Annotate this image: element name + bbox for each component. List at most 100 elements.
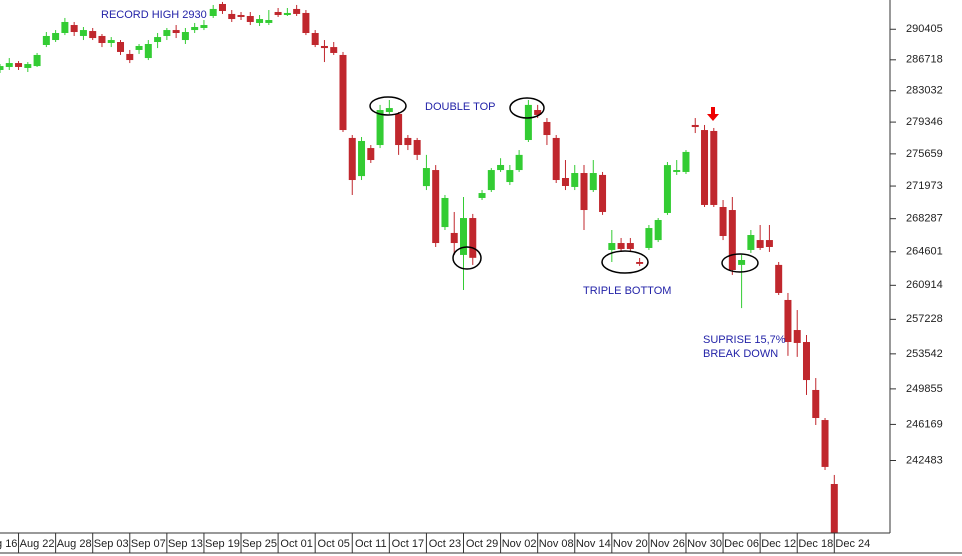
candle-body: [812, 389, 820, 419]
y-tick-label: 290405: [906, 23, 943, 35]
candle-body: [793, 330, 801, 343]
candle-body: [33, 54, 41, 67]
candle-body: [617, 243, 625, 249]
candle-body: [404, 137, 412, 146]
x-tick-label: Nov 14: [576, 538, 611, 550]
candle-body: [330, 47, 338, 53]
annotation: RECORD HIGH 2930: [101, 9, 207, 21]
y-tick-label: 283032: [906, 85, 943, 97]
x-tick-label: Sep 07: [131, 538, 166, 550]
candle-body: [24, 64, 32, 68]
candle-body: [432, 170, 440, 244]
candle-body: [228, 13, 236, 20]
candle-body: [70, 25, 78, 33]
candle-body: [311, 33, 319, 45]
candle-body: [765, 240, 773, 247]
candle-body: [561, 178, 569, 186]
x-tick-label: Dec 18: [798, 538, 833, 550]
candle-body: [154, 37, 162, 43]
candle-body: [756, 240, 764, 248]
candle-body: [339, 54, 347, 131]
candle-body: [98, 35, 106, 44]
candle-body: [469, 218, 477, 258]
candle-body: [738, 260, 746, 265]
candle-body: [144, 43, 152, 59]
candle-body: [450, 232, 458, 244]
candle-body: [441, 197, 449, 228]
candle-body: [478, 193, 486, 198]
candle-body: [126, 53, 134, 61]
y-tick-label: 271973: [906, 180, 943, 192]
y-tick-label: 260914: [906, 279, 943, 291]
candle-body: [802, 342, 810, 381]
candle-body: [710, 130, 718, 205]
candle-body: [358, 140, 366, 177]
candle-body: [691, 124, 699, 128]
candle-body: [626, 243, 634, 249]
x-tick-label: Sep 13: [168, 538, 203, 550]
candle-body: [534, 110, 542, 115]
x-tick-label: Nov 08: [539, 538, 574, 550]
candle-body: [830, 484, 838, 533]
x-tick-label: Oct 17: [392, 538, 424, 550]
candle-body: [701, 130, 709, 205]
candle-body: [747, 235, 755, 250]
y-tick-label: 257228: [906, 313, 943, 325]
candle-body: [283, 12, 291, 16]
candle-body: [524, 104, 532, 141]
arrow-shaft: [711, 107, 715, 115]
candle-body: [209, 8, 217, 16]
y-tick-label: 279346: [906, 116, 943, 128]
x-tick-label: Sep 25: [242, 538, 277, 550]
candle-body: [645, 228, 653, 248]
candle-body: [172, 30, 180, 34]
y-tick-label: 286718: [906, 54, 943, 66]
x-tick-label: Nov 20: [613, 538, 648, 550]
candle-body: [191, 26, 199, 31]
arrow-head: [707, 114, 719, 121]
x-tick-label: Sep 19: [205, 538, 240, 550]
x-tick-label: Oct 29: [466, 538, 498, 550]
candle-body: [506, 170, 514, 183]
candle-body: [320, 45, 328, 49]
x-tick-label: Dec 06: [724, 538, 759, 550]
candle-body: [246, 15, 254, 22]
annotation: TRIPLE BOTTOM: [583, 285, 671, 297]
candle-body: [775, 264, 783, 293]
candle-body: [543, 121, 551, 136]
candle-body: [237, 15, 245, 17]
ellipse: [452, 246, 482, 270]
candle-body: [181, 32, 189, 41]
candle-body: [497, 164, 505, 171]
x-tick-label: Oct 11: [355, 538, 387, 550]
x-tick-label: Dec 24: [835, 538, 870, 550]
x-tick-label: Nov 30: [687, 538, 722, 550]
x-tick-label: Aug 28: [57, 538, 92, 550]
ellipse: [601, 250, 649, 274]
ellipse: [721, 253, 759, 273]
candle-body: [552, 137, 560, 181]
candle-body: [218, 3, 226, 12]
candle-body: [571, 173, 579, 187]
y-tick-label: 264601: [906, 246, 943, 258]
candle-body: [293, 8, 301, 14]
candle-body: [487, 170, 495, 191]
candle-body: [673, 170, 681, 172]
x-tick-label: Aug 22: [20, 538, 55, 550]
candle-body: [61, 21, 69, 34]
candle-body: [385, 108, 393, 112]
y-tick-label: 253542: [906, 348, 943, 360]
candle-body: [52, 33, 60, 41]
y-tick-label: 275659: [906, 148, 943, 160]
candle-body: [599, 174, 607, 212]
y-tick-label: 249855: [906, 383, 943, 395]
x-tick-label: Dec 12: [761, 538, 796, 550]
annotation: SUPRISE 15,7%: [703, 334, 786, 346]
x-tick-label: Aug 16: [0, 538, 17, 550]
candle-body: [821, 420, 829, 467]
candle-body: [682, 151, 690, 172]
candle-body: [348, 137, 356, 181]
candle-body: [79, 30, 87, 36]
